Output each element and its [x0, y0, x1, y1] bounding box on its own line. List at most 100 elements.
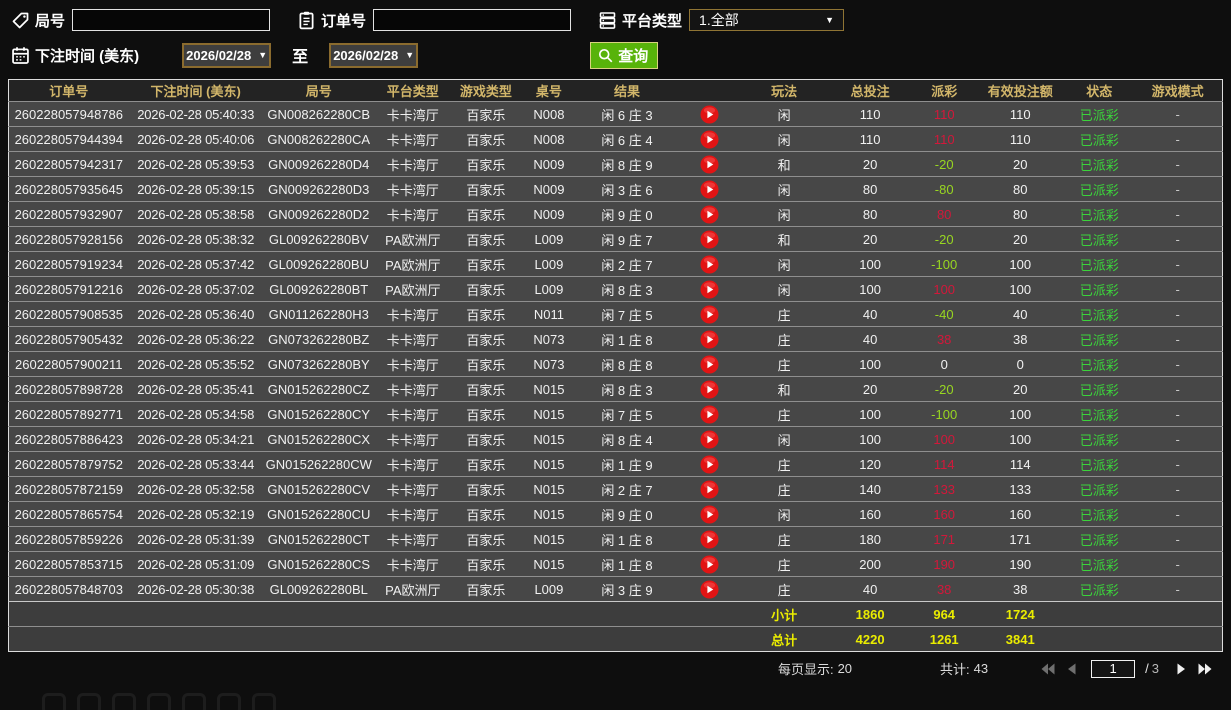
col-platform: 平台类型	[374, 79, 451, 102]
chevron-down-icon: ▼	[258, 50, 268, 60]
cell-payout: 100	[913, 426, 976, 452]
col-game-mode: 游戏模式	[1133, 79, 1223, 102]
cell-payout: 80	[913, 201, 976, 227]
replay-button[interactable]	[699, 479, 719, 499]
replay-button[interactable]	[699, 204, 719, 224]
table-row: 260228057865754 2026-02-28 05:32:19 GN01…	[8, 501, 1223, 527]
cell-bet-time: 2026-02-28 05:34:21	[128, 426, 263, 452]
cell-status: 已派彩	[1065, 401, 1134, 427]
cell-platform: PA欧洲厅	[374, 576, 451, 602]
page-separator: /	[1145, 661, 1149, 676]
cell-game-type: 百家乐	[450, 276, 521, 302]
replay-button[interactable]	[699, 104, 719, 124]
cell-play-type: 和	[741, 151, 828, 177]
replay-button[interactable]	[699, 379, 719, 399]
cell-play-type: 闲	[741, 276, 828, 302]
cell-game-type: 百家乐	[450, 426, 521, 452]
col-table-no: 桌号	[520, 79, 577, 102]
cell-game-type: 百家乐	[450, 526, 521, 552]
cell-status: 已派彩	[1065, 451, 1134, 477]
replay-button[interactable]	[699, 329, 719, 349]
col-payout: 派彩	[913, 79, 976, 102]
cell-payout: -20	[913, 226, 976, 252]
cell-total-bet: 100	[827, 276, 914, 302]
calendar-icon	[10, 45, 31, 66]
cell-bet-time: 2026-02-28 05:35:52	[128, 351, 263, 377]
cell-payout: 38	[913, 326, 976, 352]
cell-game-mode: -	[1133, 151, 1223, 177]
replay-button[interactable]	[699, 179, 719, 199]
date-from-picker[interactable]: 2026/02/28 ▼	[182, 42, 272, 68]
order-no-input[interactable]	[373, 9, 572, 31]
next-page-button[interactable]	[1174, 662, 1188, 676]
table-header: 订单号 下注时间 (美东) 局号 平台类型 游戏类型 桌号 结果 玩法 总投注 …	[8, 79, 1223, 102]
cell-table-no: N073	[520, 326, 577, 352]
cell-table-no: N015	[520, 376, 577, 402]
cell-table-no: N015	[520, 526, 577, 552]
platform-type-select[interactable]: 1.全部 ▼	[689, 9, 845, 31]
replay-button[interactable]	[699, 354, 719, 374]
cell-payout: 171	[913, 526, 976, 552]
cell-platform: 卡卡湾厅	[374, 126, 451, 152]
cell-table-no: N009	[520, 201, 577, 227]
cell-table-no: N009	[520, 151, 577, 177]
order-no-label: 订单号	[321, 12, 367, 30]
cell-bet-time: 2026-02-28 05:40:06	[128, 126, 263, 152]
cell-play-type: 庄	[741, 526, 828, 552]
cell-game-mode: -	[1133, 451, 1223, 477]
cell-game-no: GN015262280CW	[262, 451, 375, 477]
page-input[interactable]	[1091, 659, 1136, 678]
pagination-bar: 每页显示: 20 共计: 43 / 3	[0, 652, 1231, 685]
replay-button[interactable]	[699, 529, 719, 549]
replay-button[interactable]	[699, 404, 719, 424]
replay-button[interactable]	[699, 454, 719, 474]
grand-total-payout: 1261	[913, 626, 976, 652]
last-page-button[interactable]	[1198, 662, 1212, 676]
cell-game-mode: -	[1133, 126, 1223, 152]
cell-order-no: 260228057912216	[8, 276, 129, 302]
replay-button[interactable]	[699, 579, 719, 599]
col-result: 结果	[576, 79, 677, 102]
grand-total-label: 总计	[741, 626, 828, 652]
cell-game-type: 百家乐	[450, 576, 521, 602]
table-row: 260228057935645 2026-02-28 05:39:15 GN00…	[8, 176, 1223, 202]
replay-button[interactable]	[699, 229, 719, 249]
replay-button[interactable]	[699, 154, 719, 174]
prev-page-button[interactable]	[1065, 662, 1079, 676]
cell-game-mode: -	[1133, 401, 1223, 427]
game-no-input[interactable]	[72, 9, 271, 31]
cell-bet-time: 2026-02-28 05:39:53	[128, 151, 263, 177]
first-page-button[interactable]	[1041, 662, 1055, 676]
cell-valid-bet: 110	[975, 101, 1066, 127]
date-to-picker[interactable]: 2026/02/28 ▼	[329, 42, 419, 68]
cell-payout: 190	[913, 551, 976, 577]
cell-payout: 160	[913, 501, 976, 527]
table-row: 260228057886423 2026-02-28 05:34:21 GN01…	[8, 426, 1223, 452]
cell-game-no: GN073262280BZ	[262, 326, 375, 352]
cell-valid-bet: 171	[975, 526, 1066, 552]
cell-valid-bet: 100	[975, 426, 1066, 452]
cell-game-no: GN015262280CU	[262, 501, 375, 527]
cell-order-no: 260228057935645	[8, 176, 129, 202]
chevron-down-icon: ▼	[405, 50, 415, 60]
cell-game-no: GN015262280CS	[262, 551, 375, 577]
cell-game-no: GN073262280BY	[262, 351, 375, 377]
replay-button[interactable]	[699, 504, 719, 524]
search-button[interactable]: 查询	[590, 41, 659, 69]
replay-button[interactable]	[699, 429, 719, 449]
replay-button[interactable]	[699, 129, 719, 149]
replay-button[interactable]	[699, 304, 719, 324]
cell-table-no: N015	[520, 451, 577, 477]
cell-status: 已派彩	[1065, 176, 1134, 202]
cell-order-no: 260228057908535	[8, 301, 129, 327]
replay-button[interactable]	[699, 554, 719, 574]
cell-total-bet: 100	[827, 401, 914, 427]
cell-order-no: 260228057948786	[8, 101, 129, 127]
cell-payout: -100	[913, 251, 976, 277]
cell-payout: 38	[913, 576, 976, 602]
cell-bet-time: 2026-02-28 05:40:33	[128, 101, 263, 127]
replay-button[interactable]	[699, 254, 719, 274]
replay-button[interactable]	[699, 279, 719, 299]
subtotal-label: 小计	[741, 601, 828, 627]
cell-total-bet: 160	[827, 501, 914, 527]
